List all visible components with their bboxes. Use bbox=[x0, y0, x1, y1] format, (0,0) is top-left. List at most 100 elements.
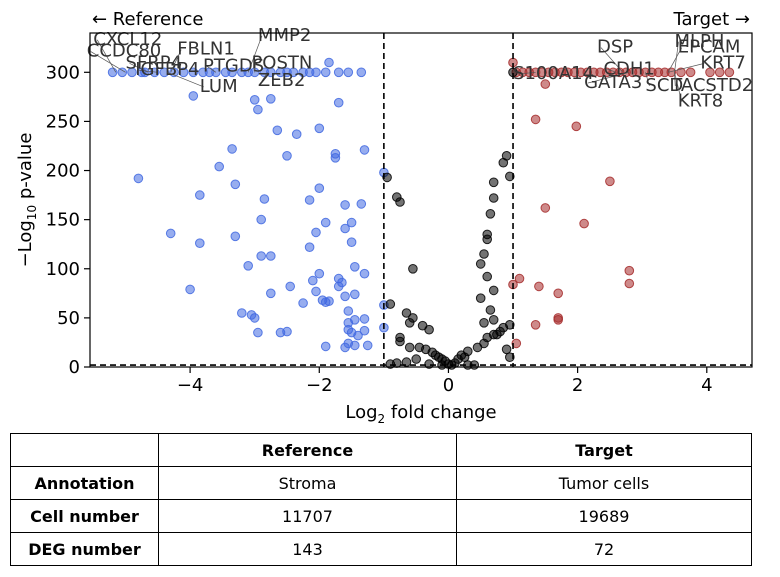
data-point bbox=[350, 262, 360, 272]
gene-label: CDH1 bbox=[603, 58, 654, 79]
data-point bbox=[482, 229, 493, 240]
table-header-target: Target bbox=[456, 433, 752, 467]
annotation-leader-line bbox=[667, 63, 705, 73]
data-point bbox=[505, 171, 515, 182]
data-point bbox=[314, 268, 325, 279]
gene-label: POSTN bbox=[251, 52, 312, 73]
y-axis-label-main: −Log bbox=[15, 220, 36, 267]
annotation-leader-line bbox=[90, 51, 126, 73]
annotation-leader-line bbox=[516, 71, 536, 75]
annotation-leader-line bbox=[667, 47, 683, 73]
data-point bbox=[195, 238, 205, 248]
data-point bbox=[288, 67, 299, 78]
data-point bbox=[324, 57, 334, 68]
data-point bbox=[337, 277, 347, 288]
annotation-leader-line bbox=[254, 63, 256, 73]
x-tick-label: 2 bbox=[572, 375, 583, 396]
data-point bbox=[249, 95, 260, 105]
data-point bbox=[359, 145, 370, 155]
data-point bbox=[340, 291, 350, 302]
data-point bbox=[266, 251, 276, 261]
y-tick-label: 150 bbox=[46, 210, 80, 231]
annotation-leader-line bbox=[247, 35, 263, 73]
data-point bbox=[534, 281, 544, 292]
data-point bbox=[227, 67, 237, 78]
annotation-leader-line bbox=[674, 72, 676, 86]
data-point bbox=[685, 67, 696, 78]
data-point bbox=[359, 314, 370, 324]
data-point bbox=[505, 320, 515, 330]
data-point bbox=[488, 315, 499, 325]
data-point bbox=[408, 264, 418, 274]
data-point bbox=[185, 284, 195, 295]
annotation-leader-line bbox=[587, 71, 630, 84]
data-point bbox=[291, 129, 302, 139]
data-point bbox=[404, 342, 415, 353]
table-cell: Tumor cells bbox=[456, 466, 752, 500]
data-point bbox=[311, 227, 321, 238]
y-tick-label: 50 bbox=[57, 308, 80, 329]
table-row: Annotation Stroma Tumor cells bbox=[10, 466, 752, 500]
data-point bbox=[304, 242, 315, 252]
y-axis-label-sub: 10 bbox=[25, 205, 39, 220]
data-point bbox=[511, 338, 522, 349]
data-point bbox=[624, 278, 635, 289]
data-point bbox=[605, 176, 615, 187]
annotation-leader-line bbox=[170, 49, 182, 73]
data-point bbox=[488, 193, 499, 203]
data-point bbox=[340, 200, 350, 210]
gene-label: KRT7 bbox=[700, 52, 745, 73]
gene-label: TACSTD2 bbox=[670, 75, 753, 96]
data-point bbox=[505, 352, 515, 363]
data-point bbox=[488, 177, 499, 188]
direction-label-left: ← Reference bbox=[92, 9, 203, 30]
data-point bbox=[159, 67, 170, 78]
data-point bbox=[330, 153, 341, 163]
annotation-leader-line bbox=[96, 39, 117, 73]
data-point bbox=[188, 67, 199, 78]
data-point bbox=[395, 197, 405, 207]
gene-label: ZEB2 bbox=[258, 70, 306, 91]
table-cell: Stroma bbox=[158, 466, 457, 500]
data-point bbox=[624, 265, 635, 276]
data-point bbox=[127, 67, 137, 78]
data-point bbox=[479, 249, 489, 259]
annotation-leader-line bbox=[139, 69, 158, 73]
gene-label: S100A14 bbox=[513, 63, 594, 84]
axes: −4 −2 0 2 4 0 50 100 150 200 250 300 bbox=[46, 62, 713, 396]
data-point bbox=[165, 228, 176, 239]
data-point bbox=[282, 326, 292, 337]
x-axis-label-tail: fold change bbox=[385, 402, 496, 423]
table-header-reference: Reference bbox=[158, 433, 457, 467]
data-point bbox=[424, 359, 434, 369]
data-point bbox=[353, 330, 363, 341]
annotation-leader-line bbox=[674, 72, 683, 102]
y-tick-label: 200 bbox=[46, 161, 80, 182]
data-point bbox=[705, 67, 715, 78]
data-point bbox=[237, 308, 247, 318]
x-tick-label: 4 bbox=[701, 375, 712, 396]
data-point bbox=[411, 354, 422, 364]
x-tick-label: −2 bbox=[306, 375, 333, 396]
data-point bbox=[227, 144, 237, 154]
data-point bbox=[249, 313, 260, 323]
data-point bbox=[340, 223, 350, 234]
data-point bbox=[579, 218, 589, 229]
data-point bbox=[256, 251, 267, 261]
data-point bbox=[117, 67, 128, 78]
data-point bbox=[311, 67, 321, 78]
gene-label: MLPH bbox=[674, 31, 724, 52]
data-point bbox=[314, 123, 325, 134]
table-row-label: DEG number bbox=[10, 532, 159, 566]
table-cell: 11707 bbox=[158, 499, 457, 533]
data-point bbox=[214, 161, 224, 172]
data-point bbox=[424, 324, 434, 335]
table-header-empty bbox=[10, 433, 159, 467]
table-row: DEG number 143 72 bbox=[10, 532, 752, 566]
data-point bbox=[304, 195, 315, 205]
data-point bbox=[359, 325, 370, 336]
data-point bbox=[243, 261, 253, 271]
table-cell: 19689 bbox=[456, 499, 752, 533]
data-point bbox=[343, 306, 354, 316]
data-point bbox=[356, 67, 367, 78]
